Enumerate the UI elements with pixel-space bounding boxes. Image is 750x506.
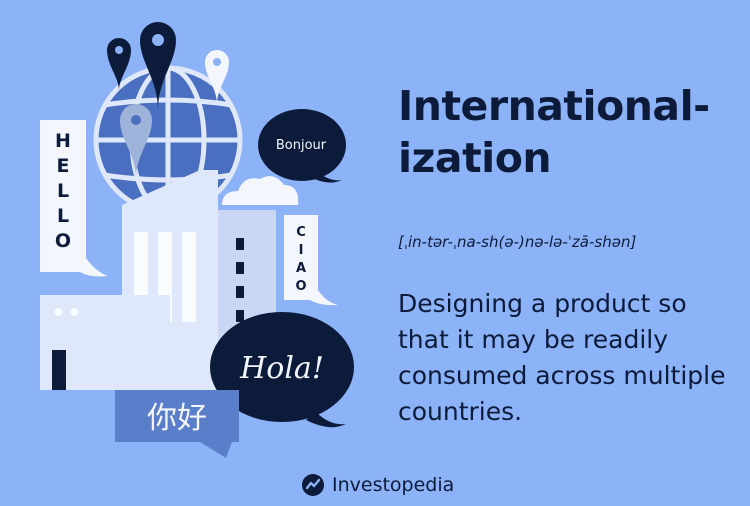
definition-text: Designing a product so that it may be re… [398, 286, 743, 430]
ciao-letter-a: A [296, 261, 306, 276]
bonjour-bubble: Bonjour [258, 109, 346, 183]
brand-footer: Investopedia [302, 472, 454, 498]
pronunciation: [ˌin-tər-ˌna-sh(ə-)nə-lə-ˈzā-shən] [398, 233, 743, 251]
brand-name: Investopedia [332, 474, 454, 496]
hola-label: Hola! [239, 351, 324, 386]
nihao-bubble: 你好 [115, 390, 239, 458]
investopedia-logo-icon [302, 474, 324, 496]
ciao-letter-c: C [296, 225, 306, 240]
hello-letter-l2: L [57, 205, 69, 227]
internationalization-illustration: H E L L O Bonjour C I A O Hola! 你好 [0, 0, 380, 470]
hello-letter-h: H [55, 130, 71, 152]
cloud [222, 176, 298, 205]
page-title-line1: International- [398, 80, 743, 132]
ciao-letter-o: O [295, 279, 306, 294]
hello-letter-o: O [55, 230, 71, 252]
bonjour-label: Bonjour [276, 138, 327, 153]
ciao-letter-i: I [299, 243, 304, 258]
hello-letter-e: E [57, 155, 70, 177]
page-title-line2: ization [398, 132, 743, 184]
nihao-label: 你好 [147, 401, 207, 436]
page-title: International- ization [398, 80, 743, 184]
hello-letter-l1: L [57, 180, 69, 202]
ciao-bubble: C I A O [284, 215, 338, 305]
